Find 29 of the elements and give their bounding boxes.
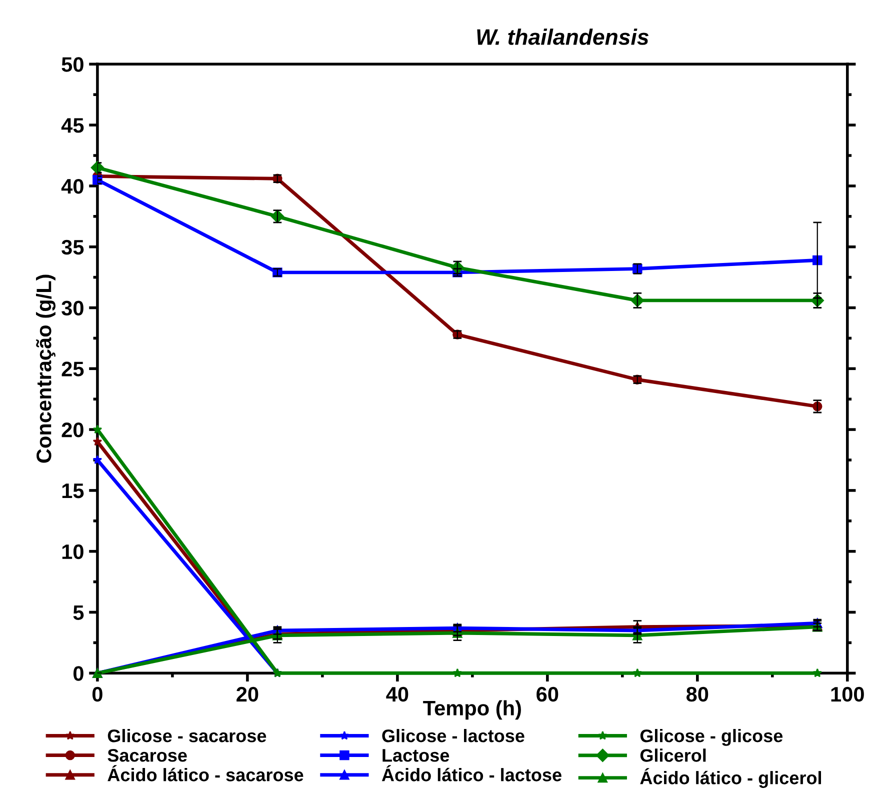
- x-tick-label: 80: [686, 686, 708, 702]
- y-tick-label: 45: [61, 118, 84, 133]
- legend-label: Lactose: [382, 749, 450, 762]
- y-tick-label: 0: [73, 666, 84, 681]
- x-tick-label: 40: [386, 686, 408, 702]
- y-axis-title: Concentração (g/L): [36, 274, 56, 463]
- x-tick-label: 100: [831, 686, 864, 702]
- legend-label: Ácido lático - lactose: [382, 765, 562, 782]
- chart-title: W. thailandensis: [477, 28, 648, 45]
- y-tick-label: 35: [62, 240, 84, 255]
- legend-label: Ácido lático - sacarose: [108, 765, 304, 782]
- y-tick-label: 30: [62, 300, 84, 316]
- legend-label: Glicerol: [640, 748, 706, 762]
- legend-label: Glicose - glicose: [640, 728, 783, 746]
- x-axis-title: Tempo (h): [423, 700, 521, 720]
- y-tick-label: 50: [62, 57, 84, 72]
- legend-label: Ácido lático - glicerol: [640, 768, 821, 788]
- x-tick-label: 60: [536, 686, 558, 702]
- y-tick-label: 5: [73, 605, 84, 620]
- legend-label: Glicose - lactose: [382, 728, 524, 742]
- legend-label: Glicose - sacarose: [108, 728, 266, 742]
- y-tick-label: 25: [62, 362, 84, 376]
- x-tick-label: 20: [236, 686, 258, 702]
- y-tick-label: 15: [62, 484, 84, 498]
- y-tick-label: 40: [61, 178, 84, 194]
- y-tick-label: 10: [62, 544, 84, 560]
- x-tick-label: 0: [92, 686, 102, 702]
- y-tick-label: 20: [62, 422, 84, 438]
- legend-label: Sacarose: [108, 749, 187, 762]
